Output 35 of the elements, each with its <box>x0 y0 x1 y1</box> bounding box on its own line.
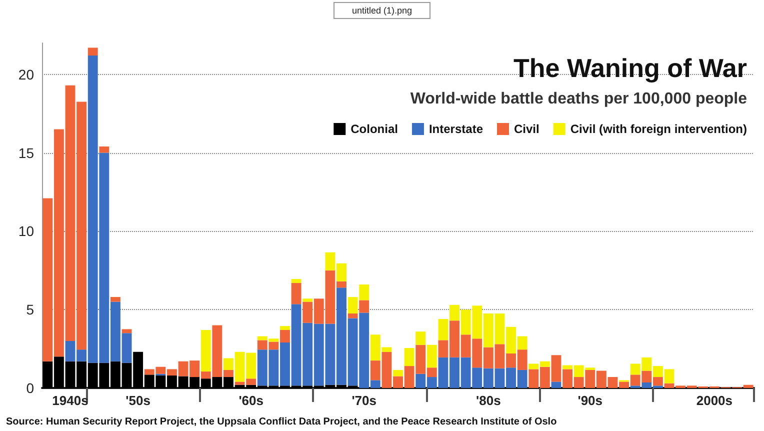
x-tick-label: '70s <box>352 393 376 408</box>
y-tick-label: 10 <box>18 223 34 240</box>
legend-label: Interstate <box>428 122 484 136</box>
bar <box>416 332 426 345</box>
bar <box>110 297 120 302</box>
text: World-wide battle deaths per 100,000 people <box>410 90 748 108</box>
x-tick-label: '60s <box>238 393 264 408</box>
text: untitled (1).png <box>352 6 412 16</box>
bar <box>426 344 437 368</box>
bar <box>291 279 302 283</box>
x-tick-label: '80s <box>476 393 501 408</box>
legend-label: Civil (with foreign intervention) <box>570 122 748 136</box>
bar <box>99 146 110 153</box>
x-tick-label: 2000s <box>696 393 733 408</box>
y-tick-label: 15 <box>18 144 34 161</box>
y-tick-label: 0 <box>26 380 34 396</box>
bar <box>393 370 403 376</box>
legend-label: Civil <box>514 122 540 136</box>
bar <box>359 300 370 313</box>
bar <box>302 298 313 302</box>
bar <box>551 382 562 388</box>
bar <box>200 330 211 372</box>
bar <box>348 314 358 318</box>
bar <box>280 326 290 330</box>
chart-title: The Waning of War <box>514 53 748 83</box>
legend-label: Colonial <box>350 122 398 136</box>
x-tick-label: '50s <box>126 393 150 408</box>
x-tick-label: '90s <box>578 393 603 408</box>
bar <box>404 348 414 366</box>
bar <box>88 48 98 56</box>
y-tick-label: 5 <box>26 302 34 318</box>
bar <box>122 329 132 334</box>
x-tick-label: 1940s <box>52 393 88 408</box>
y-tick-label: 20 <box>18 66 34 82</box>
source-note: Source: Human Security Report Project, the Uppsala Conflict Data Project, and the Peace Research Institute of Oslo <box>6 416 557 428</box>
